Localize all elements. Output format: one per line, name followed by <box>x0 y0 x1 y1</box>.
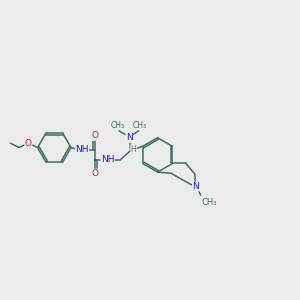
Text: O: O <box>91 169 98 178</box>
Text: NH: NH <box>101 155 114 164</box>
Text: CH₃: CH₃ <box>111 121 125 130</box>
Text: N: N <box>192 182 199 191</box>
Text: CH₃: CH₃ <box>202 198 218 207</box>
Text: H: H <box>131 145 137 154</box>
Text: O: O <box>25 139 32 148</box>
Text: N: N <box>126 133 133 142</box>
Text: CH₃: CH₃ <box>133 121 147 130</box>
Text: O: O <box>91 131 98 140</box>
Text: NH: NH <box>75 145 89 154</box>
